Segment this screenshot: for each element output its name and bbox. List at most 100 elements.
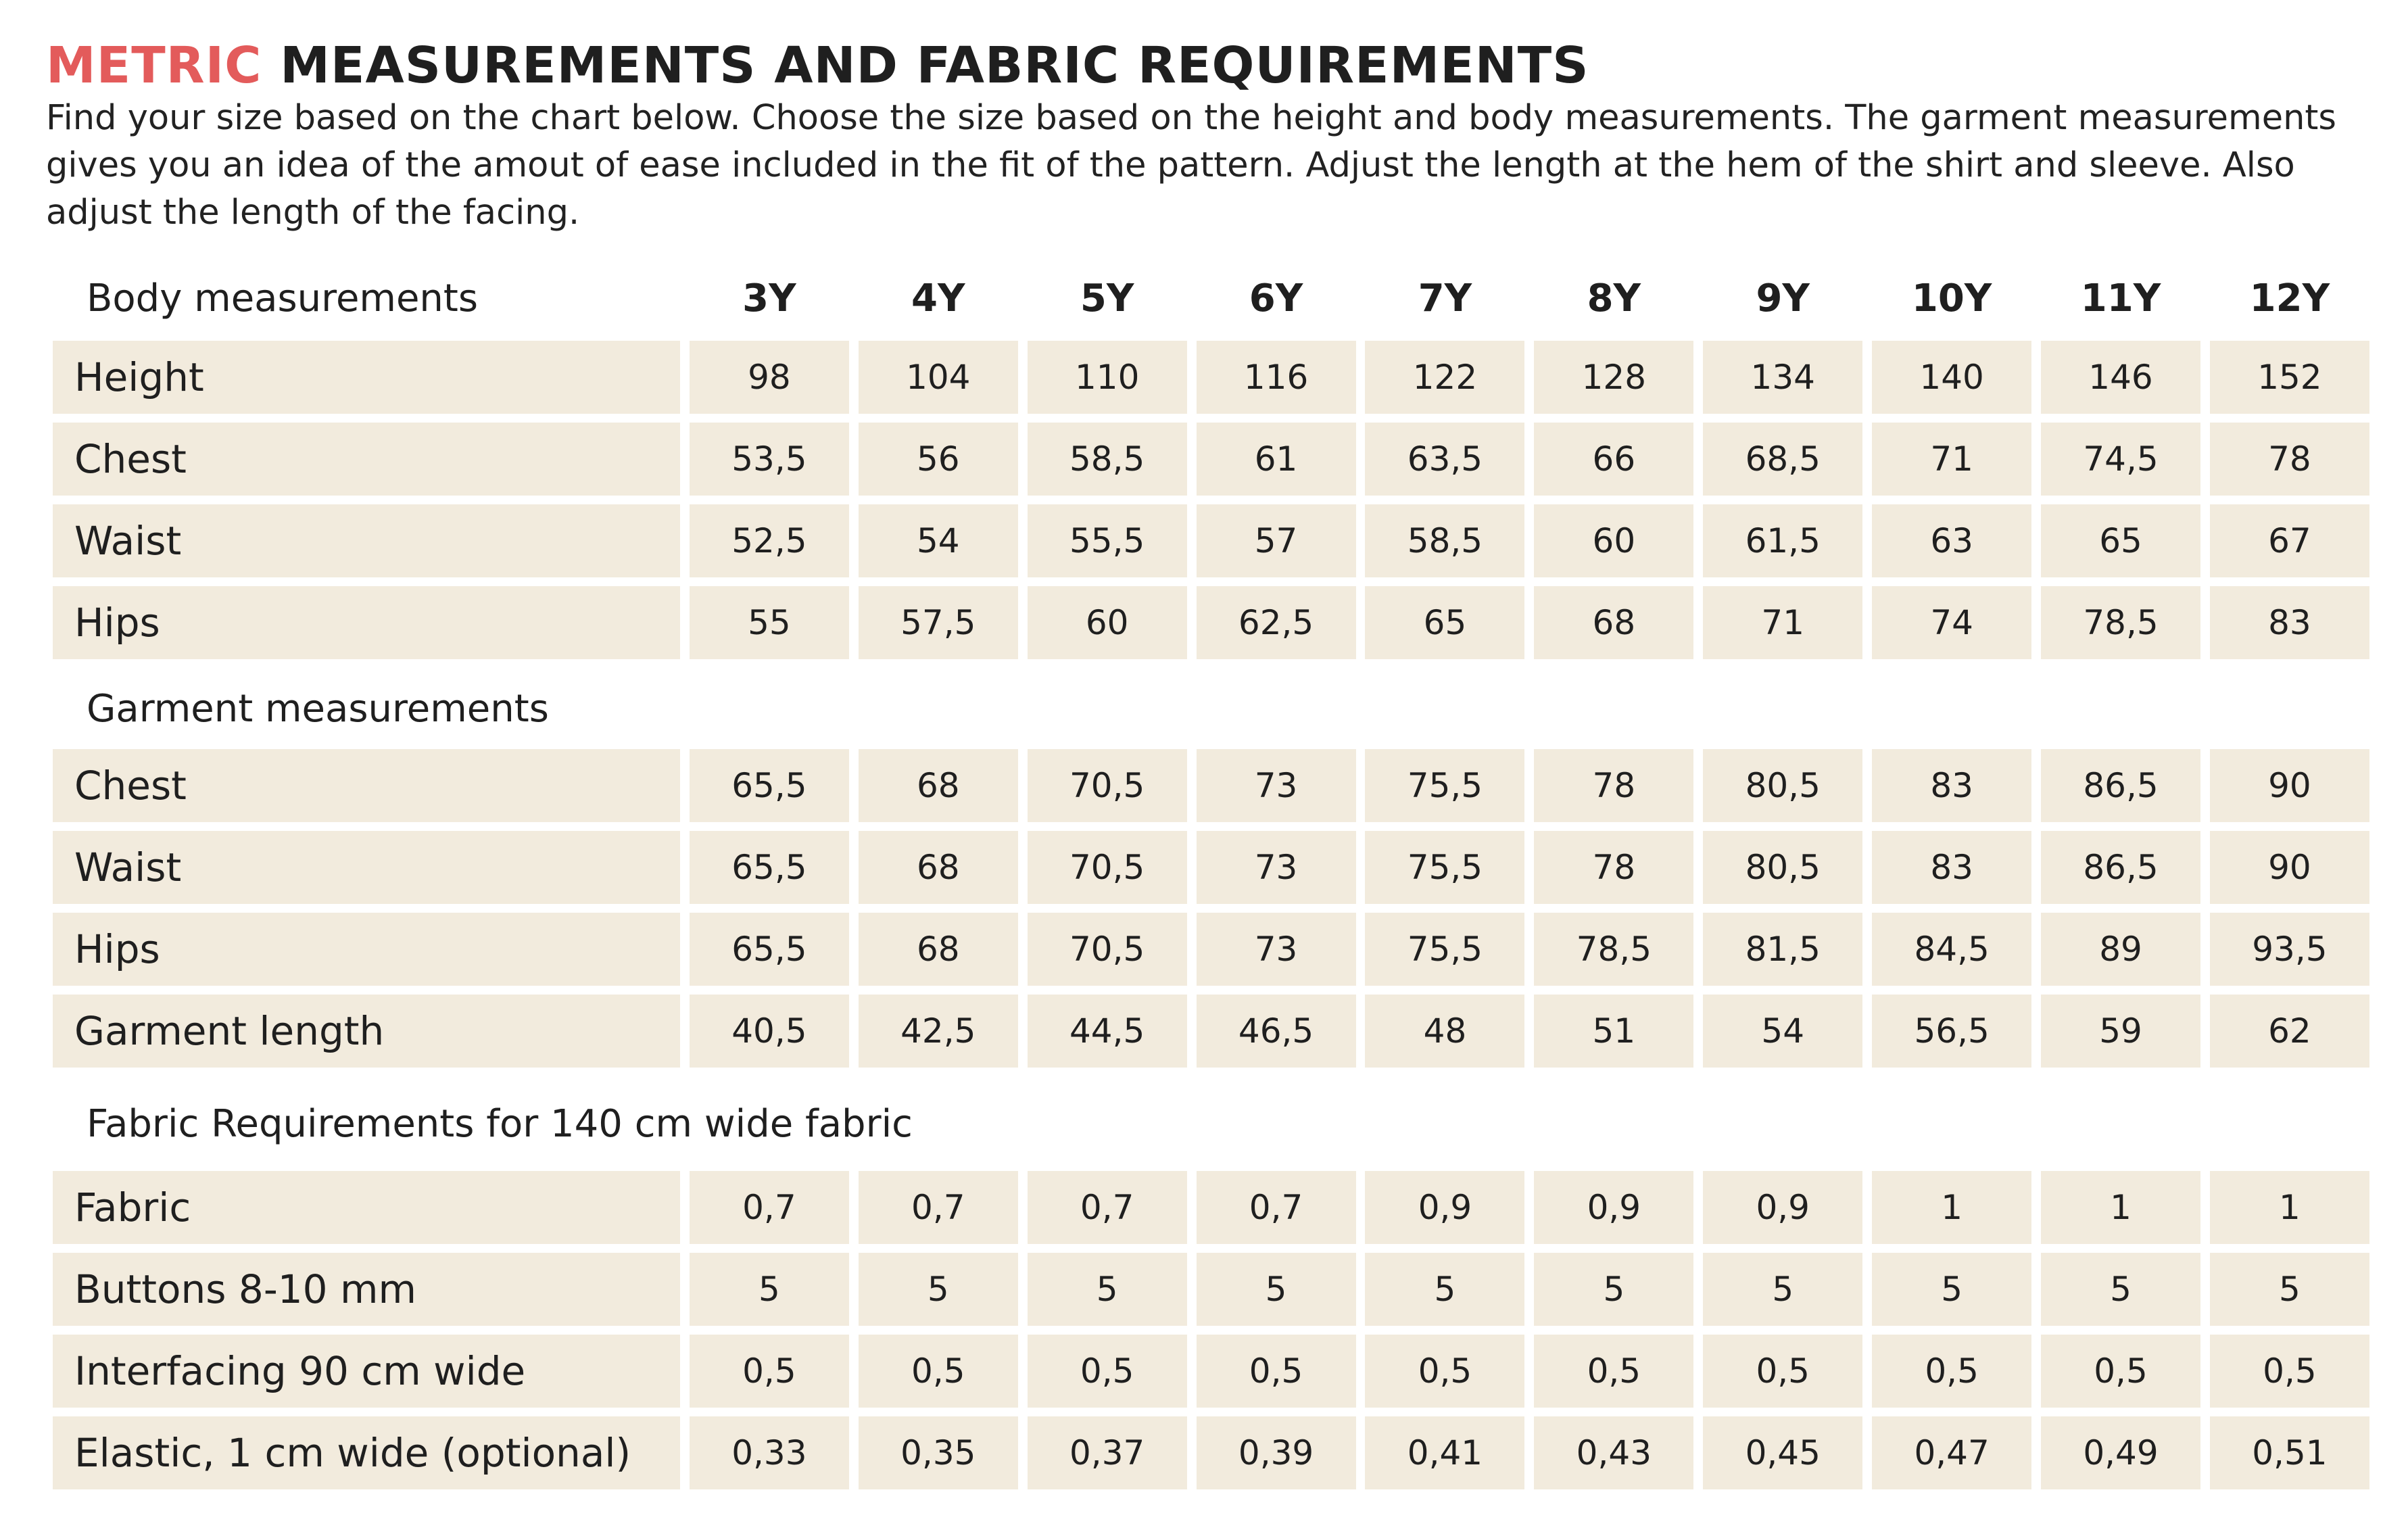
fabric-value-cell: 0,49 bbox=[2041, 1416, 2201, 1489]
garment-value-cell: 62 bbox=[2209, 995, 2369, 1068]
garment-value-cell: 75,5 bbox=[1365, 749, 1525, 822]
fabric-value-cell: 0,7 bbox=[1196, 1171, 1356, 1244]
garment-value-cell: 81,5 bbox=[1703, 913, 1863, 986]
garment-value-cell: 42,5 bbox=[858, 995, 1018, 1068]
body-value-cell: 63 bbox=[1872, 504, 2032, 577]
size-header-6y: 6Y bbox=[1249, 276, 1303, 320]
size-header-11y: 11Y bbox=[2080, 276, 2161, 320]
fabric-value-cell: 1 bbox=[2209, 1171, 2369, 1244]
garment-value-cell: 90 bbox=[2209, 749, 2369, 822]
size-header-8y: 8Y bbox=[1587, 276, 1641, 320]
garment-value-cell: 68 bbox=[858, 749, 1018, 822]
title-rest: MEASUREMENTS AND FABRIC REQUIREMENTS bbox=[262, 37, 1589, 95]
size-header-4y: 4Y bbox=[911, 276, 965, 320]
garment-value-cell: 65,5 bbox=[689, 749, 849, 822]
garment-value-cell: 73 bbox=[1196, 749, 1356, 822]
garment-value-cell: 83 bbox=[1872, 831, 2032, 904]
garment-value-cell: 80,5 bbox=[1703, 749, 1863, 822]
fabric-value-cell: 0,5 bbox=[689, 1335, 849, 1408]
body-row-label: Hips bbox=[53, 586, 680, 659]
fabric-value-cell: 0,5 bbox=[1365, 1335, 1525, 1408]
garment-value-cell: 48 bbox=[1365, 995, 1525, 1068]
fabric-value-cell: 5 bbox=[1365, 1253, 1525, 1326]
intro-text: Find your size based on the chart below.… bbox=[46, 98, 2336, 233]
garment-value-cell: 75,5 bbox=[1365, 831, 1525, 904]
body-value-cell: 54 bbox=[858, 504, 1018, 577]
body-value-cell: 128 bbox=[1534, 341, 1694, 414]
body-value-cell: 61 bbox=[1196, 423, 1356, 496]
fabric-value-cell: 5 bbox=[858, 1253, 1018, 1326]
body-value-cell: 58,5 bbox=[1027, 423, 1187, 496]
body-value-cell: 63,5 bbox=[1365, 423, 1525, 496]
garment-row-label: Hips bbox=[53, 913, 680, 986]
garment-value-cell: 65,5 bbox=[689, 831, 849, 904]
body-value-cell: 65 bbox=[2041, 504, 2201, 577]
body-measurements-heading: Body measurements bbox=[87, 276, 479, 320]
garment-value-cell: 78 bbox=[1534, 831, 1694, 904]
body-value-cell: 83 bbox=[2209, 586, 2369, 659]
title-accent: METRIC bbox=[46, 37, 262, 95]
fabric-row-label: Fabric bbox=[53, 1171, 680, 1244]
garment-value-cell: 70,5 bbox=[1027, 831, 1187, 904]
body-value-cell: 56 bbox=[858, 423, 1018, 496]
garment-value-cell: 56,5 bbox=[1872, 995, 2032, 1068]
body-value-cell: 104 bbox=[858, 341, 1018, 414]
garment-value-cell: 86,5 bbox=[2041, 831, 2201, 904]
fabric-value-cell: 5 bbox=[2209, 1253, 2369, 1326]
body-value-cell: 78,5 bbox=[2041, 586, 2201, 659]
body-value-cell: 71 bbox=[1872, 423, 2032, 496]
body-value-cell: 71 bbox=[1703, 586, 1863, 659]
garment-value-cell: 80,5 bbox=[1703, 831, 1863, 904]
body-value-cell: 122 bbox=[1365, 341, 1525, 414]
garment-row-label: Waist bbox=[53, 831, 680, 904]
fabric-value-cell: 0,7 bbox=[858, 1171, 1018, 1244]
fabric-value-cell: 0,5 bbox=[1872, 1335, 2032, 1408]
fabric-value-cell: 5 bbox=[1027, 1253, 1187, 1326]
fabric-value-cell: 0,33 bbox=[689, 1416, 849, 1489]
fabric-value-cell: 0,5 bbox=[858, 1335, 1018, 1408]
fabric-value-cell: 0,9 bbox=[1703, 1171, 1863, 1244]
fabric-value-cell: 0,5 bbox=[2209, 1335, 2369, 1408]
body-value-cell: 110 bbox=[1027, 341, 1187, 414]
size-header-3y: 3Y bbox=[742, 276, 796, 320]
fabric-value-cell: 0,35 bbox=[858, 1416, 1018, 1489]
fabric-value-cell: 0,5 bbox=[1703, 1335, 1863, 1408]
fabric-row-label: Buttons 8-10 mm bbox=[53, 1253, 680, 1326]
body-value-cell: 68 bbox=[1534, 586, 1694, 659]
body-value-cell: 78 bbox=[2209, 423, 2369, 496]
fabric-row-label: Elastic, 1 cm wide (optional) bbox=[53, 1416, 680, 1489]
body-value-cell: 74 bbox=[1872, 586, 2032, 659]
body-value-cell: 52,5 bbox=[689, 504, 849, 577]
body-value-cell: 60 bbox=[1027, 586, 1187, 659]
garment-value-cell: 40,5 bbox=[689, 995, 849, 1068]
body-value-cell: 57 bbox=[1196, 504, 1356, 577]
fabric-value-cell: 0,9 bbox=[1534, 1171, 1694, 1244]
garment-measurements-heading: Garment measurements bbox=[87, 686, 549, 731]
fabric-value-cell: 0,5 bbox=[1027, 1335, 1187, 1408]
body-value-cell: 66 bbox=[1534, 423, 1694, 496]
body-value-cell: 65 bbox=[1365, 586, 1525, 659]
size-header-12y: 12Y bbox=[2249, 276, 2330, 320]
body-value-cell: 146 bbox=[2041, 341, 2201, 414]
body-value-cell: 140 bbox=[1872, 341, 2032, 414]
fabric-row-label: Interfacing 90 cm wide bbox=[53, 1335, 680, 1408]
body-value-cell: 61,5 bbox=[1703, 504, 1863, 577]
garment-row-label: Garment length bbox=[53, 995, 680, 1068]
body-value-cell: 68,5 bbox=[1703, 423, 1863, 496]
garment-row-label: Chest bbox=[53, 749, 680, 822]
body-value-cell: 67 bbox=[2209, 504, 2369, 577]
garment-value-cell: 86,5 bbox=[2041, 749, 2201, 822]
body-value-cell: 60 bbox=[1534, 504, 1694, 577]
size-header-9y: 9Y bbox=[1756, 276, 1810, 320]
garment-value-cell: 75,5 bbox=[1365, 913, 1525, 986]
garment-value-cell: 44,5 bbox=[1027, 995, 1187, 1068]
body-value-cell: 62,5 bbox=[1196, 586, 1356, 659]
fabric-value-cell: 1 bbox=[1872, 1171, 2032, 1244]
body-value-cell: 98 bbox=[689, 341, 849, 414]
body-value-cell: 58,5 bbox=[1365, 504, 1525, 577]
fabric-value-cell: 0,9 bbox=[1365, 1171, 1525, 1244]
fabric-value-cell: 5 bbox=[2041, 1253, 2201, 1326]
garment-value-cell: 73 bbox=[1196, 831, 1356, 904]
measurement-table: Body measurements 3Y 4Y 5Y 6Y 7Y 8Y 9Y 10Y 11Y 12Y… bbox=[53, 256, 2374, 1498]
fabric-value-cell: 0,5 bbox=[1196, 1335, 1356, 1408]
